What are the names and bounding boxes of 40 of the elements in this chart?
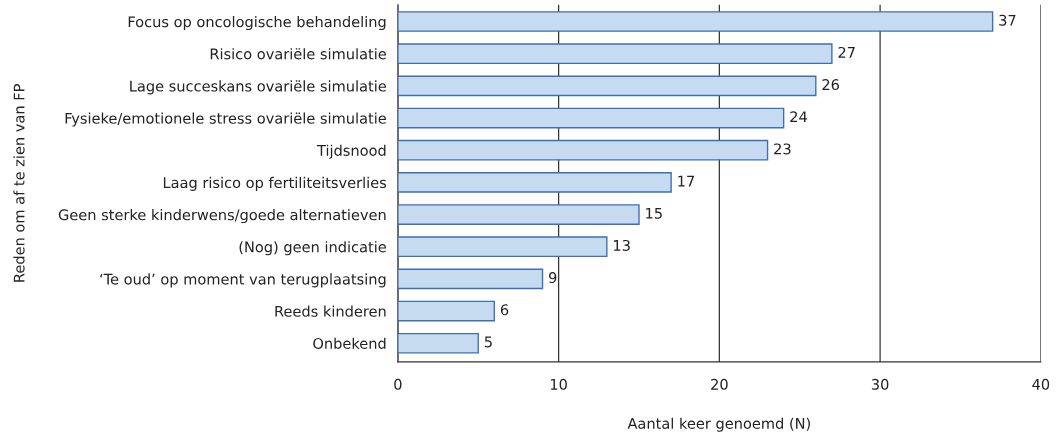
bar <box>397 107 785 129</box>
bar <box>397 236 608 258</box>
data-label: 23 <box>774 143 791 155</box>
y-tick-label: Laag risico op fertiliteitsverlies <box>163 176 387 191</box>
y-tick-label: Focus op oncologische behandeling <box>128 15 386 31</box>
bar <box>397 75 817 97</box>
data-label: 5 <box>484 336 492 348</box>
bar <box>397 268 544 290</box>
data-label: 9 <box>549 272 557 284</box>
bar <box>397 332 479 354</box>
y-tick-label: (Nog) geen indicatie <box>239 241 386 256</box>
x-tick-label: 10 <box>550 378 567 390</box>
x-tick-label: 40 <box>1032 378 1050 390</box>
data-label: 15 <box>646 207 662 219</box>
data-label: 13 <box>614 239 630 251</box>
y-tick-label: Tijdsnood <box>316 144 386 159</box>
bar <box>397 204 640 225</box>
y-tick-label: Fysieke/emotionele stress ovariële simulatie <box>65 112 386 127</box>
x-tick-label: 30 <box>871 378 889 390</box>
bar <box>397 11 994 32</box>
y-tick-label: Lage succeskans ovariële simulatie <box>130 80 386 95</box>
data-label: 37 <box>999 14 1016 26</box>
y-tick-label: Geen sterke kinderwens/goede alternatieven <box>58 209 386 224</box>
y-tick-label: Risico ovariële simulatie <box>210 48 386 60</box>
x-tick-label: 0 <box>394 378 402 390</box>
data-label: 17 <box>678 175 694 187</box>
bar <box>397 172 672 193</box>
x-tick-label: 20 <box>711 378 728 390</box>
y-tick-label: ‘Te oud’ op moment van terugplaatsing <box>100 273 386 288</box>
y-tick-label: Onbekend <box>313 337 386 349</box>
y-tick-label: Reeds kinderen <box>275 305 386 317</box>
bar <box>397 43 833 65</box>
bar <box>397 300 496 322</box>
data-label: 27 <box>838 46 855 58</box>
data-label: 26 <box>822 79 839 91</box>
data-label: 6 <box>500 304 509 316</box>
x-axis-title: Aantal keer genoemd (N) <box>627 417 810 432</box>
y-axis-title: Reden om af te zien van FP <box>13 84 25 282</box>
bar <box>397 139 769 161</box>
data-label: 24 <box>790 111 807 123</box>
